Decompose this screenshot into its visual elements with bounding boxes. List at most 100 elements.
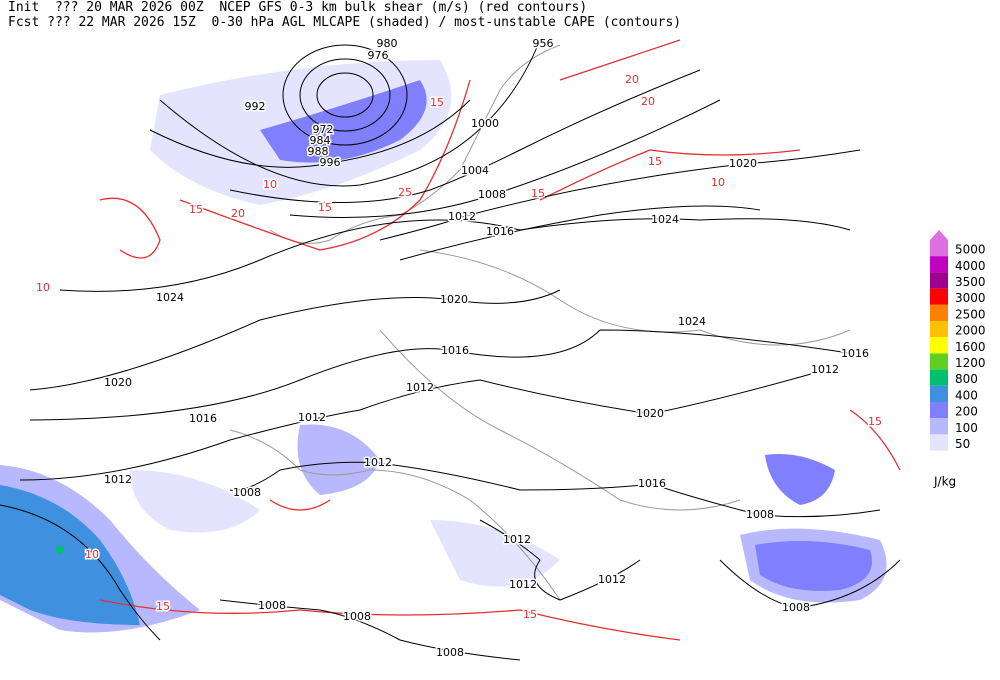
isobar — [0, 504, 161, 641]
legend-swatch — [930, 385, 948, 402]
shear-label: 15 — [156, 600, 170, 613]
shear-label: 15 — [318, 201, 332, 214]
legend: 5000 4000 3500 3000 2500 2000 1600 1200 800 400 20… — [930, 230, 986, 489]
isobar-label: 1024 — [678, 315, 706, 328]
isobar — [479, 519, 641, 601]
isobar-label: 1008 — [258, 599, 286, 612]
shear-label: 10 — [85, 548, 99, 561]
isobar — [29, 289, 561, 391]
shear-label: 15 — [531, 187, 545, 200]
border — [419, 249, 851, 346]
legend-swatch — [930, 434, 948, 451]
legend-swatch — [930, 337, 948, 354]
legend-swatch — [930, 402, 948, 419]
border — [379, 329, 741, 511]
isobar-label: 992 — [245, 100, 266, 113]
isobar-label: 1016 — [841, 347, 869, 360]
legend-unit: J/kg — [933, 475, 956, 489]
legend-swatch — [930, 288, 948, 305]
legend-label: 50 — [955, 437, 970, 451]
isobar-label: 1008 — [746, 508, 774, 521]
isobar — [149, 99, 471, 168]
isobar-label: 980 — [377, 37, 398, 50]
shear-contour — [99, 599, 681, 641]
isobar-label: 976 — [368, 49, 389, 62]
shear-label: 10 — [711, 176, 725, 189]
legend-swatch — [930, 369, 948, 386]
shear-contour — [559, 39, 681, 81]
cape-area — [755, 541, 872, 591]
shear-contours — [99, 39, 901, 641]
isobar-label: 1008 — [782, 601, 810, 614]
isobar — [219, 599, 521, 661]
legend-arrow — [930, 230, 948, 240]
isobar — [379, 149, 861, 241]
isobar-label: 1024 — [651, 213, 679, 226]
cape-area — [765, 454, 835, 505]
legend-label: 400 — [955, 388, 978, 402]
legend-label: 100 — [955, 421, 978, 435]
cape-area — [0, 485, 140, 625]
isobar — [29, 329, 856, 421]
legend-label: 2500 — [955, 307, 986, 321]
shear-label: 15 — [430, 96, 444, 109]
legend-label: 5000 — [955, 243, 986, 257]
cape-area — [130, 470, 260, 533]
cape-shading — [0, 60, 887, 633]
contour-labels: 9809769569929729849889961000100410081012… — [35, 36, 884, 661]
legend-swatch — [930, 272, 948, 289]
shear-contour — [99, 197, 161, 259]
isobar-label: 1016 — [441, 344, 469, 357]
isobar-label: 1012 — [104, 473, 132, 486]
isobar — [282, 44, 408, 146]
isobar-label: 1016 — [638, 477, 666, 490]
shear-contour — [179, 79, 471, 251]
isobar-label: 1016 — [189, 412, 217, 425]
isobar-label: 1008 — [478, 188, 506, 201]
isobar-label: 1016 — [486, 225, 514, 238]
legend-label: 1200 — [955, 356, 986, 370]
shear-label: 15 — [648, 155, 662, 168]
isobar-label: 1012 — [406, 381, 434, 394]
shear-contour — [849, 409, 901, 471]
legend-swatch — [930, 418, 948, 435]
shear-label: 15 — [868, 415, 882, 428]
isobar-label: 1020 — [440, 293, 468, 306]
legend-label: 3500 — [955, 275, 986, 289]
shear-label: 20 — [641, 95, 655, 108]
legend-swatch — [930, 256, 948, 273]
legend-swatch — [930, 240, 948, 257]
shear-contour — [269, 499, 331, 511]
isobar-label: 1008 — [343, 610, 371, 623]
legend-label: 200 — [955, 405, 978, 419]
isobar — [316, 72, 374, 118]
isobar-label: 1012 — [598, 573, 626, 586]
isobar-label: 1020 — [636, 407, 664, 420]
isobar-label: 1004 — [461, 164, 489, 177]
legend-label: 3000 — [955, 291, 986, 305]
isobar-label: 1000 — [471, 117, 499, 130]
isobar-label: 1008 — [233, 486, 261, 499]
legend-swatch — [930, 304, 948, 321]
shear-label: 25 — [398, 186, 412, 199]
shear-label: 15 — [523, 608, 537, 621]
legend-swatch — [930, 353, 948, 370]
isobar-label: 956 — [533, 37, 554, 50]
coastline — [229, 429, 561, 601]
shear-contour — [539, 149, 801, 201]
shear-label: 10 — [263, 178, 277, 191]
isobar — [289, 99, 721, 218]
isobar-label: 988 — [308, 145, 329, 158]
isobar-label: 1012 — [298, 411, 326, 424]
isobar-label: 1024 — [156, 291, 184, 304]
isobar — [19, 369, 826, 481]
legend-swatch — [930, 321, 948, 338]
isobar — [59, 218, 851, 292]
isobar-label: 984 — [310, 134, 331, 147]
legend-label: 800 — [955, 372, 978, 386]
isobar — [399, 205, 761, 261]
isobar-label: 1012 — [503, 533, 531, 546]
cape-area — [297, 424, 380, 495]
